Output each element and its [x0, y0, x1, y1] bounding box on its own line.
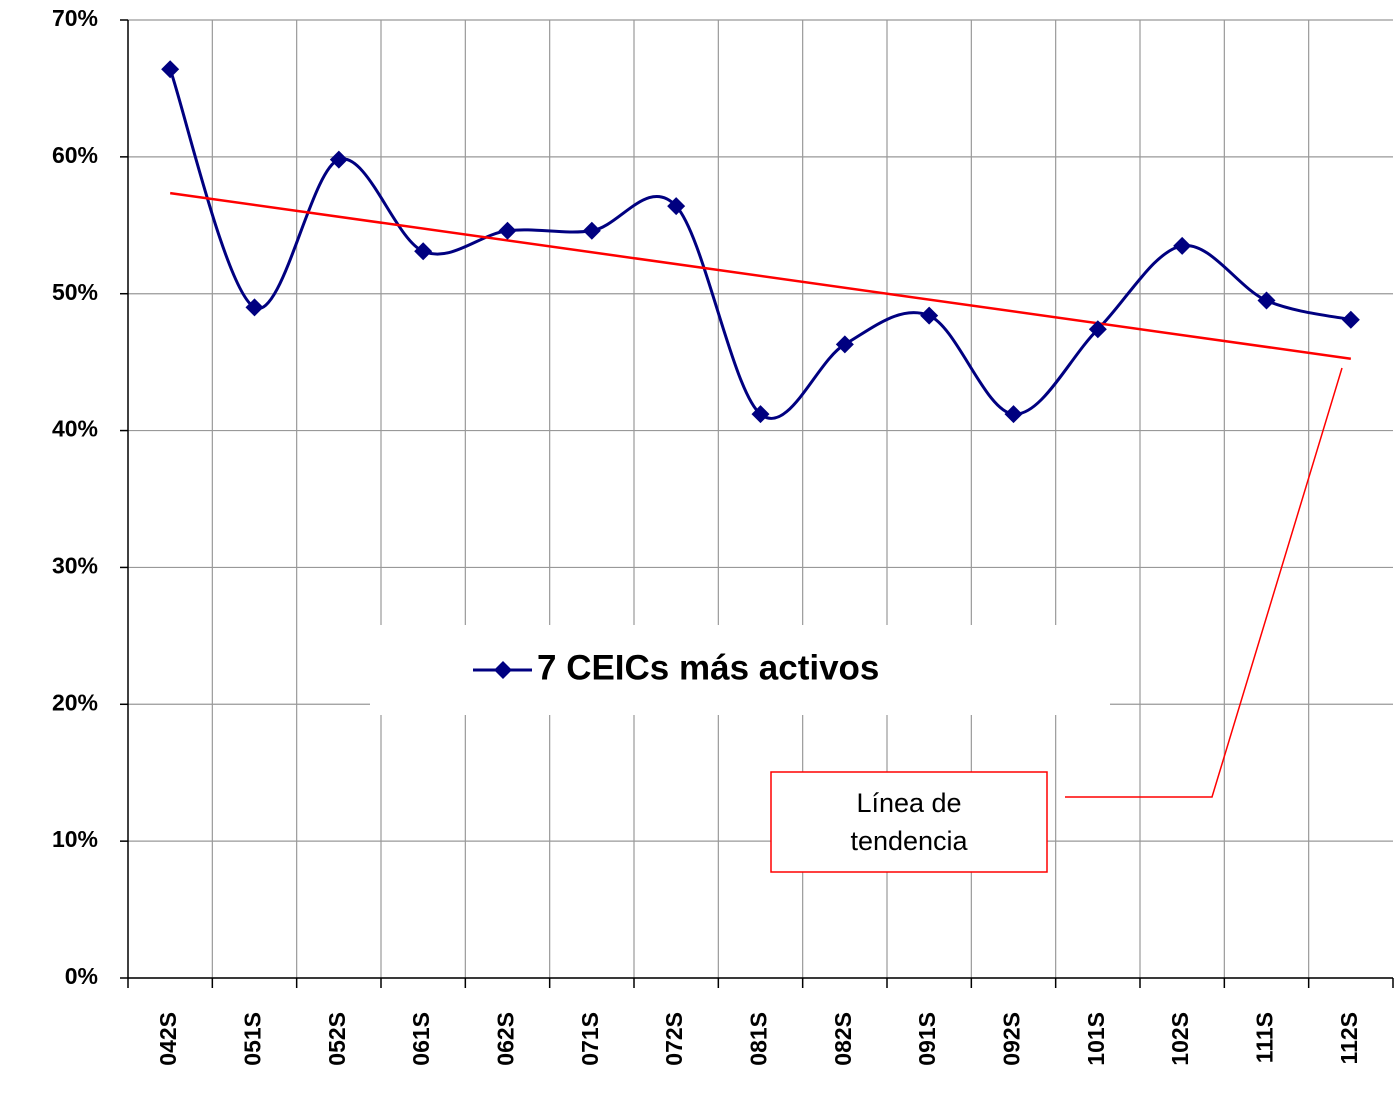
x-tick-label: 071S	[577, 1012, 603, 1066]
marker	[329, 150, 348, 169]
marker	[1088, 320, 1107, 339]
x-tick-label: 091S	[914, 1012, 940, 1066]
annotation-connector	[1065, 367, 1343, 798]
marker	[751, 405, 770, 424]
annotation-box	[770, 771, 1048, 873]
marker	[835, 335, 854, 354]
marker	[414, 242, 433, 261]
x-tick-label: 081S	[746, 1012, 772, 1066]
x-tick-label: 042S	[155, 1012, 181, 1066]
y-tick-label: 40%	[52, 416, 98, 442]
x-tick-label: 072S	[661, 1012, 687, 1066]
y-tick-label: 70%	[52, 5, 98, 31]
marker	[582, 221, 601, 240]
marker	[245, 298, 264, 317]
y-tick-label: 50%	[52, 279, 98, 305]
y-tick-label: 10%	[52, 826, 98, 852]
x-tick-label: 102S	[1167, 1012, 1193, 1066]
x-tick-label: 061S	[408, 1012, 434, 1066]
marker	[920, 306, 939, 325]
x-tick-label: 082S	[830, 1012, 856, 1066]
trend-line	[169, 191, 1352, 360]
marker	[1257, 291, 1276, 310]
marker	[498, 221, 517, 240]
y-tick-label: 0%	[65, 963, 98, 989]
y-tick-label: 30%	[52, 553, 98, 579]
y-tick-label: 20%	[52, 689, 98, 715]
marker	[667, 197, 686, 216]
x-tick-label: 112S	[1336, 1012, 1362, 1064]
x-tick-label: 052S	[324, 1012, 350, 1066]
x-tick-label: 051S	[240, 1012, 266, 1066]
legend-marker	[494, 661, 512, 679]
marker	[1004, 405, 1023, 424]
x-tick-label: 062S	[493, 1012, 519, 1066]
series-line	[168, 68, 1352, 420]
annotation-text: tendencia	[850, 826, 968, 856]
x-tick-label: 101S	[1083, 1012, 1109, 1066]
x-tick-label: 092S	[999, 1012, 1025, 1066]
marker	[1341, 310, 1360, 329]
marker	[161, 60, 180, 79]
annotation-text: Línea de	[856, 788, 961, 818]
x-tick-label: 111S	[1252, 1012, 1278, 1063]
legend-label: 7 CEICs más activos	[537, 648, 879, 687]
marker	[1173, 236, 1192, 255]
y-tick-label: 60%	[52, 142, 98, 168]
